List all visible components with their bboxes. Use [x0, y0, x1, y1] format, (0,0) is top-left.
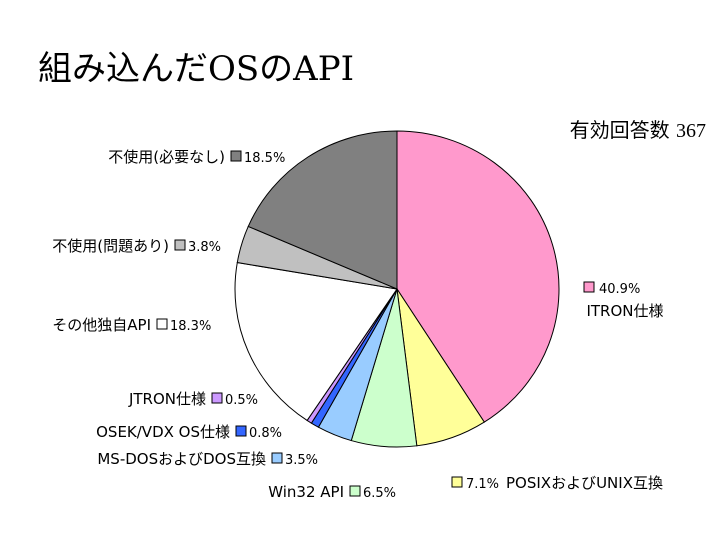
legend-swatch-4	[235, 425, 247, 437]
legend-swatch-8	[230, 150, 242, 162]
legend-swatch-2	[349, 485, 361, 497]
category-label-3: MS-DOSおよびDOS互換	[97, 450, 266, 468]
pie-labels: 40.9% ITRON仕様 7.1% POSIXおよびUNIX互換 Win32 API 6…	[52, 148, 663, 501]
legend-swatch-5	[211, 392, 223, 404]
category-label-0: ITRON仕様	[586, 302, 663, 320]
category-label-2: Win32 API	[268, 483, 344, 501]
data-label-5: 0.5%	[225, 393, 258, 408]
slice-6	[234, 261, 398, 422]
category-label-7: 不使用(問題あり)	[52, 237, 169, 255]
category-label-5: JTRON仕様	[128, 390, 206, 408]
pie-slices	[234, 130, 560, 448]
response-label: 有効回答数	[569, 118, 670, 142]
slice-8	[247, 130, 398, 290]
data-label-0: 40.9%	[599, 282, 640, 297]
data-label-3: 3.5%	[285, 453, 318, 468]
slice-0	[396, 130, 560, 423]
category-label-4: OSEK/VDX OS仕様	[96, 423, 230, 441]
category-label-6: その他独自API	[52, 316, 151, 334]
category-label-8: 不使用(必要なし)	[108, 148, 225, 166]
legend-swatch-0	[583, 281, 595, 293]
chart-title: 組み込んだOSのAPI	[38, 49, 355, 89]
response-count: 367	[676, 120, 706, 142]
data-label-1: 7.1%	[466, 477, 499, 492]
legend-swatch-1	[451, 476, 463, 488]
category-label-1: POSIXおよびUNIX互換	[506, 474, 663, 492]
legend-swatch-3	[271, 452, 283, 464]
data-label-4: 0.8%	[249, 426, 282, 441]
legend-swatch-6	[156, 318, 168, 330]
data-label-8: 18.5%	[244, 151, 285, 166]
response-count-label: 有効回答数 367	[570, 114, 706, 143]
data-label-6: 18.3%	[170, 319, 211, 334]
data-label-2: 6.5%	[363, 486, 396, 501]
data-label-7: 3.8%	[188, 240, 221, 255]
legend-swatch-7	[174, 239, 186, 251]
